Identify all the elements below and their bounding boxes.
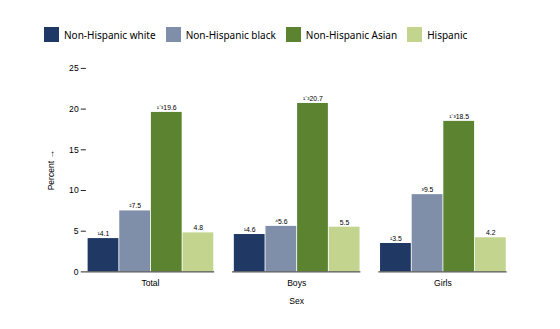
svg-text:⁴5.6: ⁴5.6 bbox=[275, 218, 288, 225]
svg-text:15: 15 bbox=[69, 145, 79, 155]
svg-text:¹⁻³20.7: ¹⁻³20.7 bbox=[303, 95, 323, 102]
svg-text:¹3.5: ¹3.5 bbox=[390, 235, 402, 242]
svg-text:4.8: 4.8 bbox=[194, 224, 204, 231]
svg-text:4.2: 4.2 bbox=[486, 229, 496, 236]
svg-text:¹4.6: ¹4.6 bbox=[244, 226, 256, 233]
svg-text:³9.5: ³9.5 bbox=[422, 186, 434, 193]
html-text:Non-Hispanic black: Non-Hispanic black bbox=[185, 27, 276, 42]
svg-text:5: 5 bbox=[74, 226, 79, 236]
svg-text:¹4.1: ¹4.1 bbox=[98, 230, 110, 237]
svg-text:Sex: Sex bbox=[289, 296, 304, 306]
svg-text:²7.5: ²7.5 bbox=[129, 202, 141, 209]
svg-text:0: 0 bbox=[74, 267, 79, 277]
svg-text:5.5: 5.5 bbox=[340, 219, 350, 226]
svg-text:Boys: Boys bbox=[287, 278, 306, 288]
html-text:Non-Hispanic Asian: Non-Hispanic Asian bbox=[305, 27, 398, 42]
svg-text:¹⁻³18.5: ¹⁻³18.5 bbox=[449, 113, 469, 120]
html-text:Non-Hispanic white: Non-Hispanic white bbox=[64, 27, 156, 42]
svg-text:Girls: Girls bbox=[434, 278, 452, 288]
svg-text:10: 10 bbox=[69, 185, 79, 195]
svg-text:Percent →: Percent → bbox=[46, 150, 56, 190]
svg-text:¹⁻³19.6: ¹⁻³19.6 bbox=[157, 104, 177, 111]
html-text:Hispanic: Hispanic bbox=[427, 27, 468, 42]
svg-text:Total: Total bbox=[141, 278, 159, 288]
svg-text:25: 25 bbox=[69, 63, 79, 73]
svg-text:20: 20 bbox=[69, 104, 79, 114]
